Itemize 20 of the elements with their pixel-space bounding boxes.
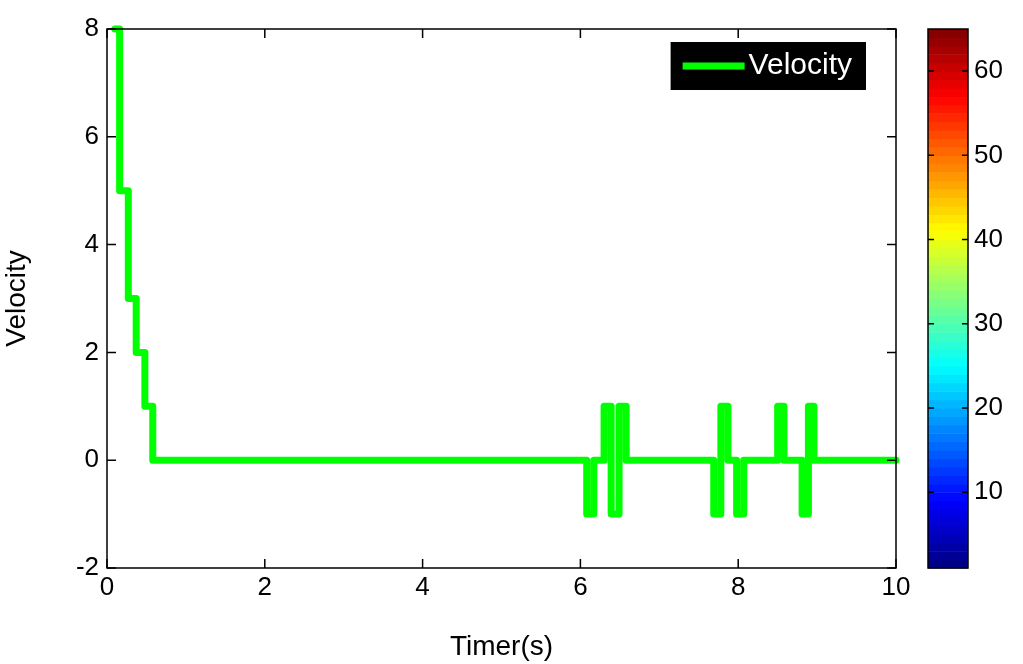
y-tick-label: 4 [84, 227, 99, 258]
color-bar-label: 20 [974, 391, 1003, 422]
color-bar-label: 10 [974, 475, 1003, 506]
x-tick-label: 2 [257, 570, 273, 601]
legend-label: Velocity [748, 47, 852, 81]
y-tick-label: 2 [84, 335, 99, 366]
x-tick-label: 10 [881, 570, 911, 601]
color-bar-label: 60 [974, 54, 1003, 85]
y-tick-label: 8 [84, 12, 99, 43]
color-bar-label: 50 [974, 138, 1003, 169]
x-tick-label: 8 [730, 570, 746, 601]
y-tick-label: 0 [84, 443, 99, 474]
x-tick-label: 6 [573, 570, 588, 601]
y-tick-label: 6 [84, 119, 99, 150]
color-bar-label: 30 [974, 306, 1003, 337]
x-axis-title: Timer(s) [449, 629, 554, 661]
y-tick-label: -2 [75, 551, 99, 582]
x-tick-label: 4 [415, 570, 430, 601]
y-axis-title: Velocity [0, 250, 31, 347]
color-bar-label: 40 [974, 222, 1003, 253]
